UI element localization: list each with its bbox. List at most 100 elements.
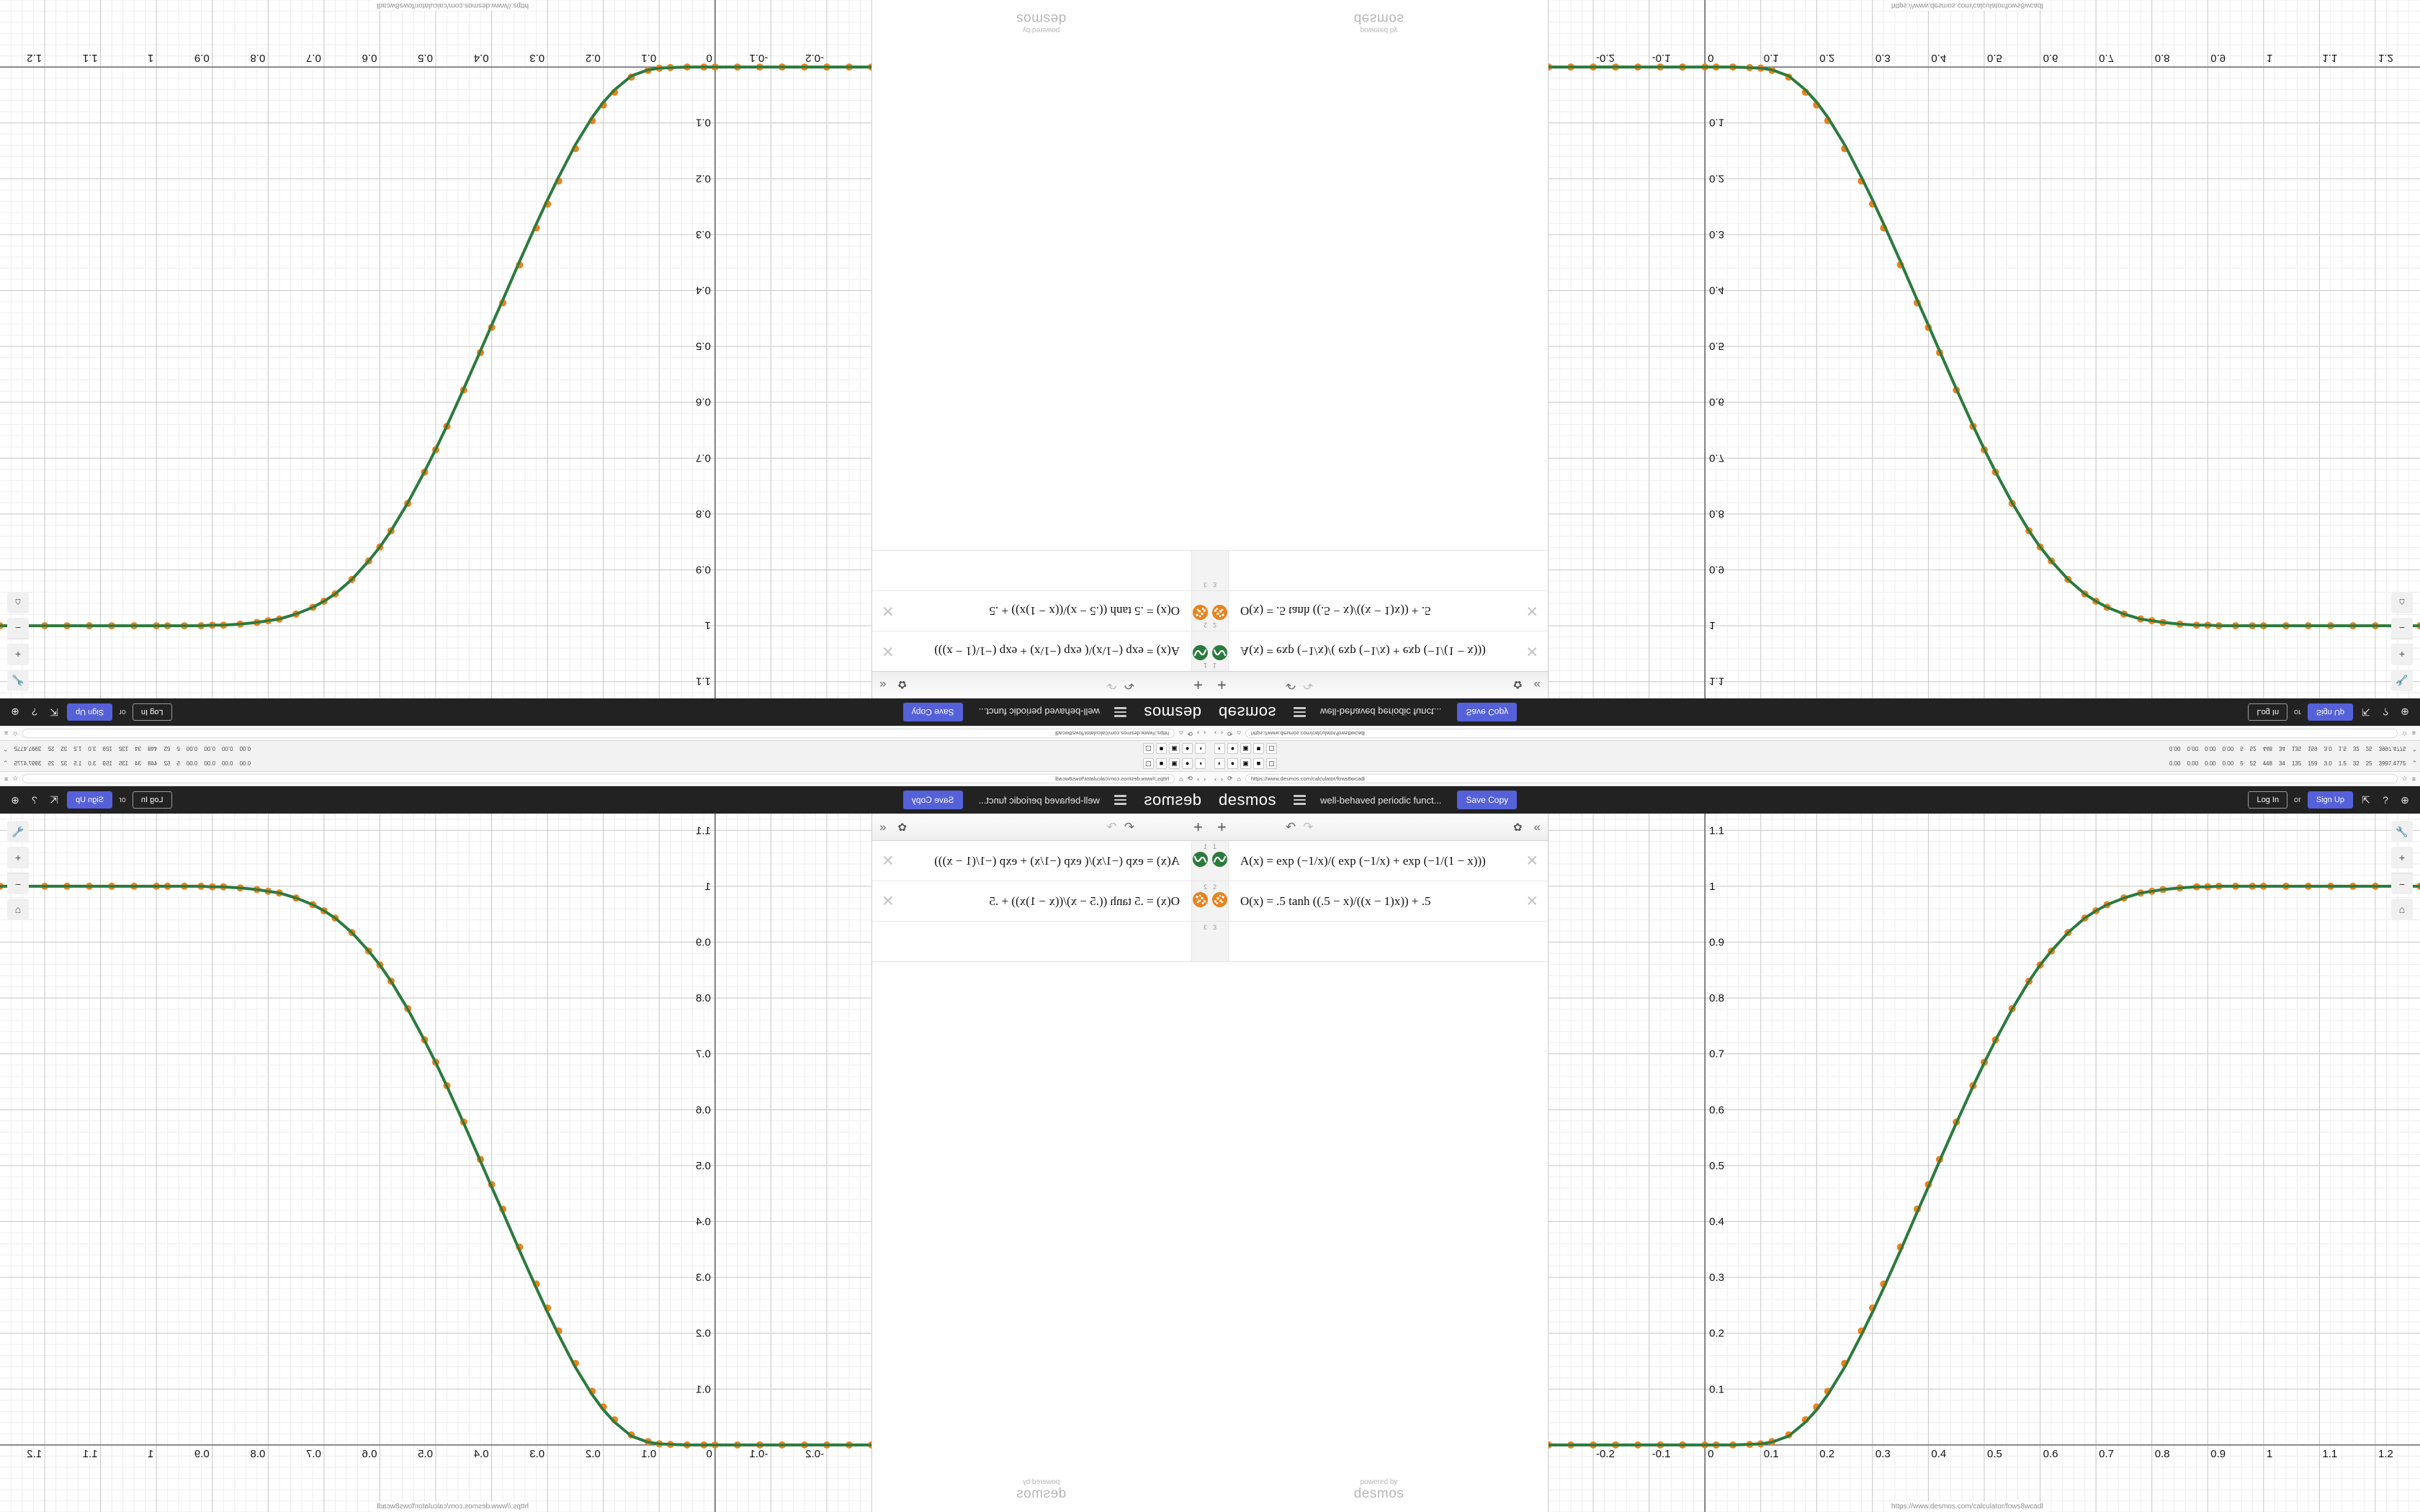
forward-arrow-icon[interactable]: › [1221,729,1223,737]
monitor-icon[interactable]: ▢ [1266,758,1277,769]
document-title[interactable]: well-behaved periodic funct... [1320,706,1442,718]
gear-icon[interactable]: ✿ [897,821,908,834]
firefox-icon[interactable]: ● [1227,758,1238,769]
address-bar[interactable]: https://www.desmos.com/calculator/fows8w… [1245,729,2398,738]
gear-icon[interactable]: ✿ [897,678,908,691]
monitor-icon[interactable]: ▢ [1143,743,1154,754]
save-copy-button[interactable]: Save Copy [902,791,963,809]
quadrant-bottom-right[interactable]: ◐ ● ▣ ■ ▢ 0.00 0.00 0.00 0.00 5 52 448 34 135 159… [1210,756,2420,1512]
expression-row-3[interactable]: 3 [1210,922,1548,962]
redo-icon[interactable]: ↷ [1106,820,1117,834]
save-copy-button[interactable]: Save Copy [1457,791,1518,809]
chevron-up-icon[interactable]: ⌃ [3,745,9,752]
hamburger-menu-icon[interactable] [1113,707,1126,717]
graph-canvas[interactable]: -0.2 -0.1 0 0.1 0.2 0.3 0.4 0.5 0.6 0.7 0.8 0.9 1 1.1… [0,0,871,698]
expression-row-1[interactable]: 1 A(x) = exp (−1/x)/( exp (−1/x) + exp (… [872,631,1210,671]
add-expression-button[interactable]: + [1193,676,1203,695]
share-icon[interactable]: ⇱ [50,793,58,806]
double-chevron-left-icon[interactable]: « [879,819,887,834]
undo-icon[interactable]: ↶ [1285,678,1296,692]
expression-math-3[interactable] [1229,922,1548,961]
blender-icon[interactable]: ◐ [1195,758,1206,769]
expression-math-3[interactable] [872,551,1191,590]
zoom-in-button[interactable]: + [2391,644,2413,665]
wrench-icon[interactable]: 🔧 [2391,670,2413,691]
dock-app-icons[interactable]: ◐ ● ▣ ■ ▢ [1143,758,1206,769]
expression-math-2[interactable]: O(x) = .5 tanh ((.5 − x)/((x − 1)x)) + .… [1240,894,1431,908]
graph-canvas[interactable]: -0.2 -0.1 0 0.1 0.2 0.3 0.4 0.5 0.6 0.7 0.8 0.9 1 1.1… [1549,0,2420,698]
reload-icon[interactable]: ⟳ [1227,775,1233,782]
gear-icon[interactable]: ✿ [1512,678,1523,691]
document-title[interactable]: well-behaved periodic funct... [978,794,1100,806]
globe-icon[interactable]: ⊕ [11,706,19,719]
hamburger-menu-icon[interactable]: ≡ [4,729,9,737]
expression-math-3[interactable] [872,922,1191,961]
log-in-button[interactable]: Log In [2248,791,2288,809]
forward-arrow-icon[interactable]: › [1221,775,1223,783]
os-taskbar[interactable]: ◐ ● ▣ ■ ▢ 0.00 0.00 0.00 0.00 5 52 448 34 135 159… [0,756,1210,772]
undo-icon[interactable]: ↶ [1124,820,1135,834]
redo-icon[interactable]: ↷ [1106,678,1117,692]
forward-arrow-icon[interactable]: › [1197,729,1199,737]
expression-row-1[interactable]: 1 A(x) = exp (−1/x)/( exp (−1/x) + exp (… [872,841,1210,881]
close-x-icon[interactable]: ✕ [882,852,895,869]
chevron-up-icon[interactable]: ⌃ [2411,745,2417,752]
forward-arrow-icon[interactable]: › [1197,775,1199,783]
double-chevron-left-icon[interactable]: « [879,678,887,693]
home-icon[interactable]: ⌂ [1179,775,1183,783]
expression-row-2[interactable]: 2 O(x) = .5 t [1210,881,1548,922]
address-bar[interactable]: https://www.desmos.com/calculator/fows8w… [22,729,1175,738]
blender-icon[interactable]: ◐ [1214,758,1225,769]
graph-plot[interactable]: -0.2 -0.1 0 0.1 0.2 0.3 0.4 0.5 0.6 0.7 0.8 0.9 1 1.1… [0,814,871,1512]
question-circle-icon[interactable]: ? [32,706,37,718]
close-x-icon[interactable]: ✕ [882,603,895,619]
log-in-button[interactable]: Log In [132,703,172,721]
curve-swatch-icon[interactable] [1193,852,1208,867]
curve-swatch-icon[interactable] [1212,645,1227,660]
back-arrow-icon[interactable]: ‹ [1204,729,1206,737]
close-x-icon[interactable]: ✕ [1525,893,1538,909]
sign-up-button[interactable]: Sign Up [2307,791,2353,809]
terminal-icon[interactable]: ■ [1156,758,1167,769]
terminal-icon[interactable]: ■ [1253,758,1264,769]
home-icon[interactable]: ⌂ [1237,729,1241,737]
expression-row-2[interactable]: 2 O(x) = .5 t [872,590,1210,631]
close-x-icon[interactable]: ✕ [1525,643,1538,660]
expression-math-2[interactable]: O(x) = .5 tanh ((.5 − x)/((x − 1)x)) + .… [989,894,1180,908]
undo-icon[interactable]: ↶ [1124,678,1135,692]
sign-up-button[interactable]: Sign Up [67,703,113,721]
expression-math-1[interactable]: A(x) = exp (−1/x)/( exp (−1/x) + exp (−1… [1240,644,1486,659]
home-icon[interactable]: ⌂ [1237,775,1241,783]
dotted-swatch-icon[interactable] [1193,892,1208,907]
graph-plot[interactable]: -0.2 -0.1 0 0.1 0.2 0.3 0.4 0.5 0.6 0.7 0.8 0.9 1 1.1… [1549,814,2420,1512]
graph-canvas[interactable]: -0.2 -0.1 0 0.1 0.2 0.3 0.4 0.5 0.6 0.7 0.8 0.9 1 1.1… [1549,814,2420,1512]
close-x-icon[interactable]: ✕ [1525,603,1538,619]
document-title[interactable]: well-behaved periodic funct... [978,706,1100,718]
expression-row-2[interactable]: 2 O(x) = .5 t [1210,590,1548,631]
hamburger-menu-icon[interactable] [1294,707,1307,717]
sign-up-button[interactable]: Sign Up [67,791,113,809]
hamburger-menu-icon[interactable] [1113,795,1126,805]
back-arrow-icon[interactable]: ‹ [1214,775,1216,783]
expression-row-3[interactable]: 3 [872,550,1210,590]
chevron-up-icon[interactable]: ⌃ [2411,760,2417,767]
question-circle-icon[interactable]: ? [2383,706,2388,718]
question-circle-icon[interactable]: ? [2383,794,2388,806]
dock-app-icons[interactable]: ◐ ● ▣ ■ ▢ [1214,743,1277,754]
graph-plot[interactable]: -0.2 -0.1 0 0.1 0.2 0.3 0.4 0.5 0.6 0.7 0.8 0.9 1 1.1… [1549,0,2420,698]
bookmark-star-icon[interactable]: ☆ [2401,775,2408,782]
zoom-out-button[interactable]: − [2391,618,2413,639]
expression-row-1[interactable]: 1 A(x) = exp (−1/x)/( exp (−1/x) + exp (… [1210,841,1548,881]
back-arrow-icon[interactable]: ‹ [1204,775,1206,783]
browser-chrome[interactable]: ‹ › ⟳ ⌂ https://www.desmos.com/calculato… [1210,772,2420,786]
zoom-in-button[interactable]: + [7,644,29,665]
close-x-icon[interactable]: ✕ [1525,852,1538,869]
document-title[interactable]: well-behaved periodic funct... [1320,794,1442,806]
graph-canvas[interactable]: -0.2 -0.1 0 0.1 0.2 0.3 0.4 0.5 0.6 0.7 0.8 0.9 1 1.1… [0,814,871,1512]
globe-icon[interactable]: ⊕ [2401,706,2409,719]
close-x-icon[interactable]: ✕ [882,893,895,909]
wrench-icon[interactable]: 🔧 [7,821,29,842]
wrench-icon[interactable]: 🔧 [2391,821,2413,842]
home-button[interactable]: ⌂ [2391,899,2413,920]
browser-chrome[interactable]: ‹ › ⟳ ⌂ https://www.desmos.com/calculato… [0,726,1210,740]
